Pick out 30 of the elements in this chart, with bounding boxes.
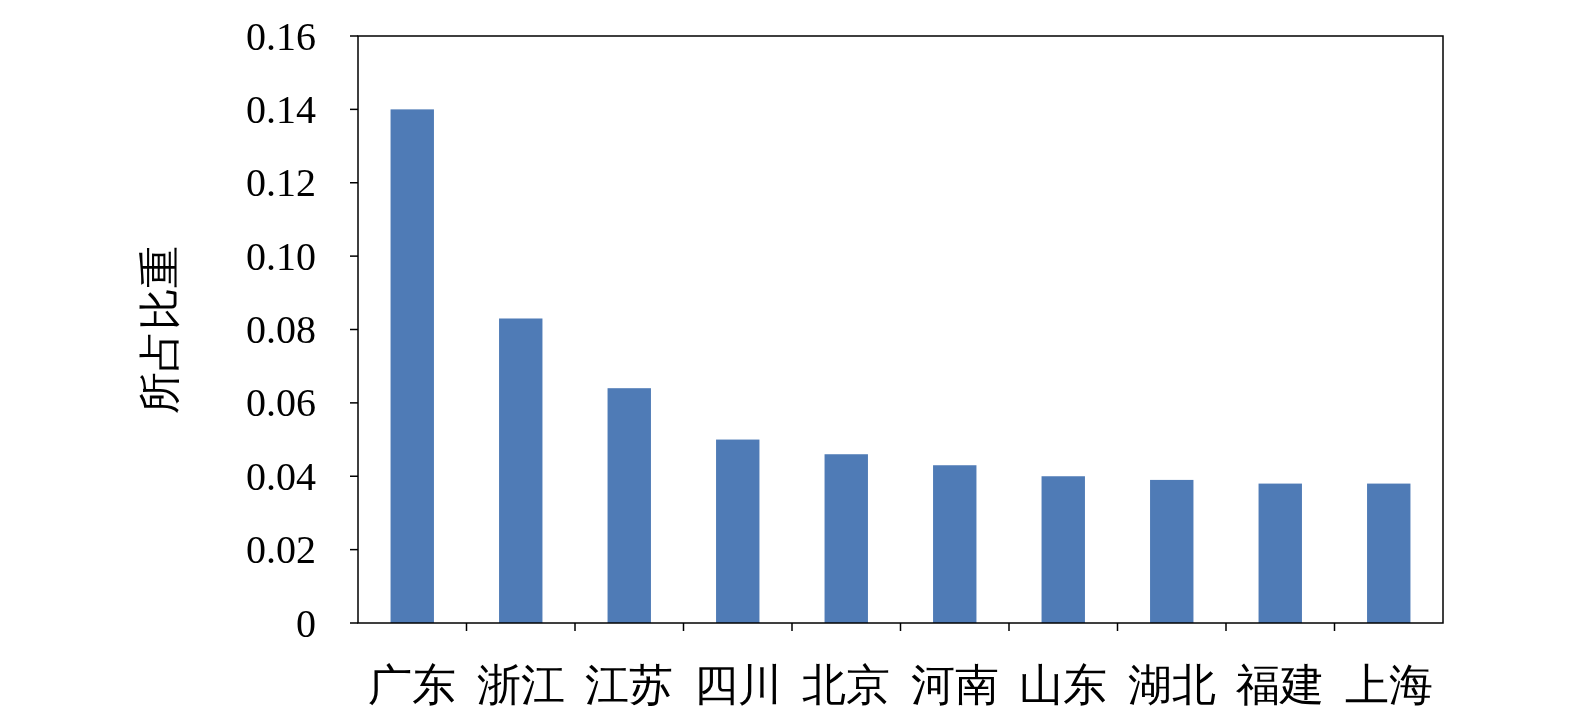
y-tick-label: 0.12 [246, 160, 316, 206]
y-axis-title: 所占比重 [137, 245, 183, 414]
x-tick-label: 四川 [693, 660, 782, 710]
y-tick-label: 0.16 [246, 13, 316, 59]
y-tick-label: 0.08 [246, 307, 316, 352]
x-tick-label: 湖北 [1127, 660, 1216, 710]
bar [499, 318, 543, 623]
bar [716, 439, 760, 623]
bar [933, 465, 977, 623]
y-tick-label: 0.14 [246, 86, 316, 132]
x-tick-label: 江苏 [585, 660, 674, 710]
bar [1258, 483, 1302, 623]
bar [1367, 483, 1411, 623]
x-tick-label: 山东 [1019, 660, 1108, 710]
x-tick-label: 北京 [802, 660, 891, 710]
bar [390, 109, 434, 623]
bar [607, 388, 651, 623]
x-tick-label: 河南 [910, 660, 999, 710]
bar [824, 454, 868, 623]
bar [1041, 476, 1085, 623]
x-tick-label: 福建 [1236, 660, 1325, 710]
y-tick-label: 0.02 [246, 527, 316, 573]
y-tick-label: 0.06 [246, 380, 316, 426]
y-tick-label: 0.10 [246, 233, 316, 279]
bar [1150, 479, 1194, 623]
y-tick-label: 0.04 [246, 453, 316, 499]
x-tick-label: 广东 [368, 660, 457, 710]
y-tick-label: 0 [296, 600, 316, 646]
x-tick-label: 浙江 [476, 660, 565, 710]
x-tick-label: 上海 [1344, 660, 1433, 710]
